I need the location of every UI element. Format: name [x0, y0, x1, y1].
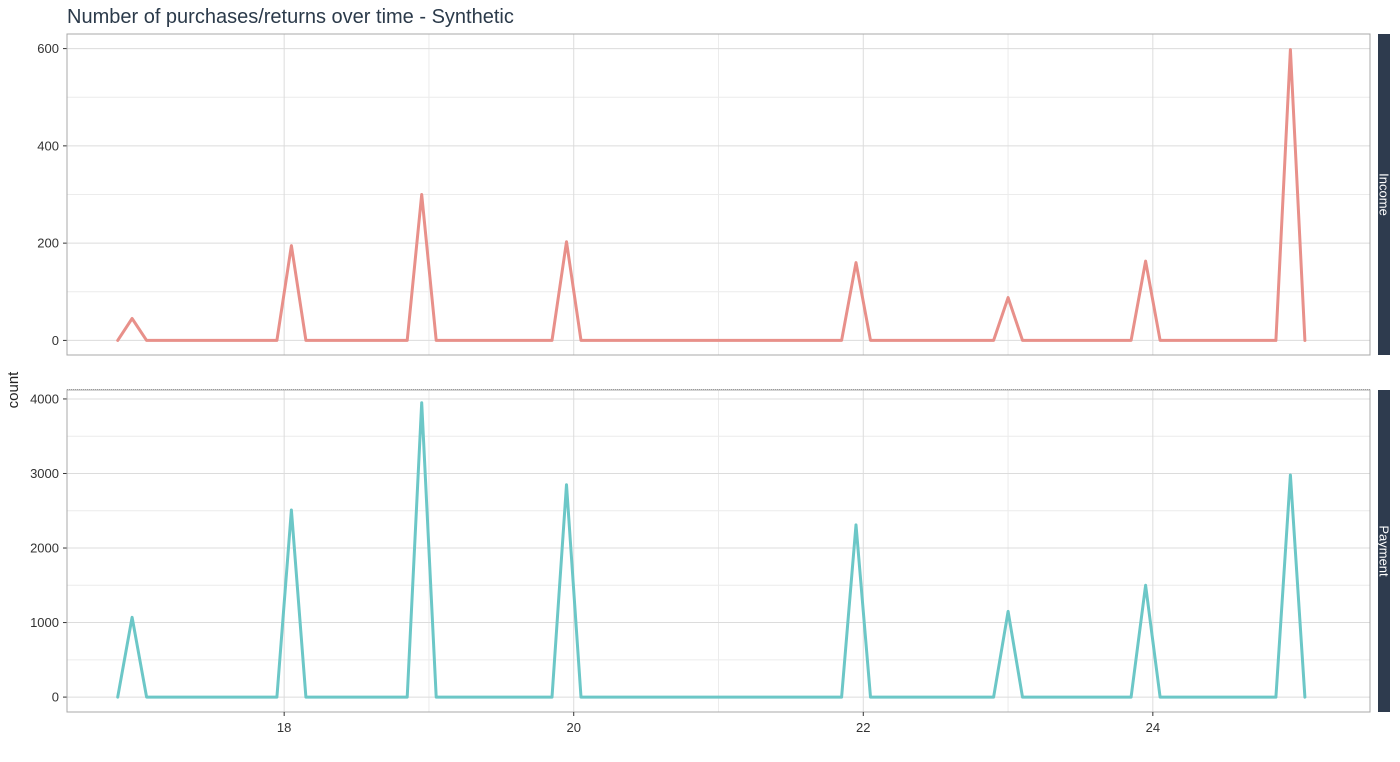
data-point — [290, 244, 293, 247]
facet-strip — [1378, 34, 1390, 355]
data-point — [579, 339, 582, 342]
data-point — [131, 616, 134, 619]
data-point — [145, 696, 148, 699]
data-point — [1159, 696, 1162, 699]
y-tick-label: 400 — [37, 138, 59, 153]
y-tick-label: 3000 — [30, 466, 59, 481]
data-point — [406, 339, 409, 342]
data-point — [1144, 260, 1147, 263]
data-point — [1130, 696, 1133, 699]
data-point — [145, 339, 148, 342]
data-point — [290, 509, 293, 512]
data-point — [275, 696, 278, 699]
data-point — [1303, 339, 1306, 342]
data-point — [1130, 339, 1133, 342]
y-tick-label: 2000 — [30, 541, 59, 556]
x-tick-label: 22 — [856, 720, 870, 735]
x-tick-label: 20 — [566, 720, 580, 735]
y-tick-label: 0 — [52, 333, 59, 348]
data-point — [992, 339, 995, 342]
data-point — [551, 696, 554, 699]
data-point — [304, 339, 307, 342]
data-point — [435, 339, 438, 342]
chart-panels: 0 200 400 600 Income 0 1000 2000 3000 4000 Payment… — [30, 33, 1392, 735]
panel-payment: 0 1000 2000 3000 4000 Payment — [30, 389, 1392, 713]
x-tick-label: 24 — [1146, 720, 1160, 735]
data-point — [869, 696, 872, 699]
data-point — [116, 696, 119, 699]
data-point — [992, 696, 995, 699]
data-point — [565, 483, 568, 486]
chart-title: Number of purchases/returns over time - … — [67, 6, 514, 28]
data-point — [116, 339, 119, 342]
data-point — [435, 696, 438, 699]
data-point — [406, 696, 409, 699]
panel-income: 0 200 400 600 Income — [37, 33, 1392, 356]
data-point — [855, 261, 858, 264]
y-tick-label: 200 — [37, 236, 59, 251]
data-point — [1021, 339, 1024, 342]
data-point — [131, 317, 134, 320]
data-point — [1007, 610, 1010, 613]
data-point — [869, 339, 872, 342]
data-point — [1144, 584, 1147, 587]
facet-strip — [1378, 390, 1390, 712]
data-point — [420, 401, 423, 404]
data-point — [840, 696, 843, 699]
data-point — [1007, 296, 1010, 299]
series-line-payment — [116, 401, 1307, 699]
facet-label-income: Income — [1377, 173, 1392, 216]
data-point — [1159, 339, 1162, 342]
data-point — [1274, 696, 1277, 699]
y-tick-label: 4000 — [30, 391, 59, 406]
x-tick-label: 18 — [277, 720, 291, 735]
y-tick-label: 0 — [52, 690, 59, 705]
data-point — [304, 696, 307, 699]
data-point — [420, 193, 423, 196]
data-point — [275, 339, 278, 342]
y-axis-label: count — [5, 371, 22, 409]
data-point — [840, 339, 843, 342]
data-point — [1289, 473, 1292, 476]
y-tick-label: 600 — [37, 41, 59, 56]
panel-border — [66, 33, 1371, 356]
data-point — [855, 523, 858, 526]
data-point — [579, 696, 582, 699]
data-point — [1274, 339, 1277, 342]
panel-border — [66, 389, 1371, 713]
data-point — [1289, 48, 1292, 51]
data-point — [1021, 696, 1024, 699]
facet-label-payment: Payment — [1377, 525, 1392, 577]
series-line-income — [116, 48, 1307, 342]
y-tick-label: 1000 — [30, 615, 59, 630]
data-point — [565, 240, 568, 243]
data-point — [1303, 696, 1306, 699]
data-point — [551, 339, 554, 342]
